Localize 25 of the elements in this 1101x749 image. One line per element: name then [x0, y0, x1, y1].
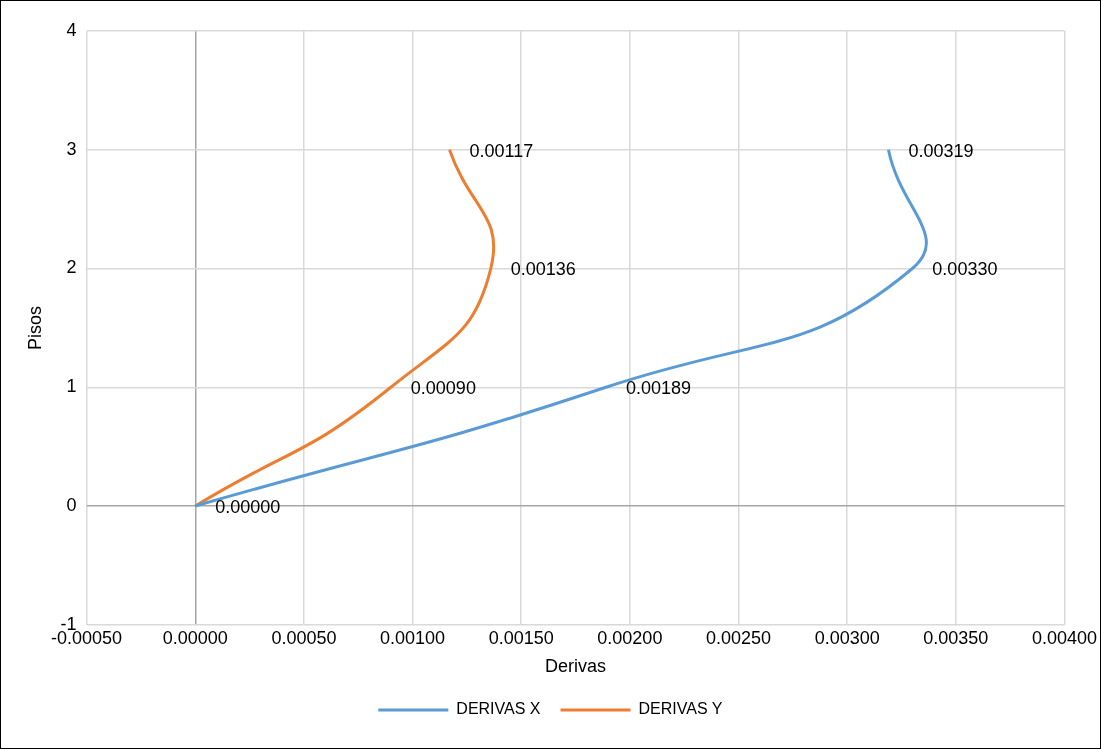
x-axis-title: Derivas — [545, 656, 607, 677]
x-tick-label: 0.00350 — [923, 627, 989, 648]
x-tick-label: 0.00400 — [1031, 627, 1098, 648]
annotation: 0.00136 — [510, 259, 576, 280]
x-tick-label: 0.00150 — [488, 627, 554, 648]
annotation: 0.00000 — [215, 497, 281, 518]
x-tick-label: 0.00000 — [162, 627, 228, 648]
legend-label: DERIVAS Y — [638, 700, 723, 718]
x-tick-label: 0.00100 — [380, 627, 446, 648]
x-tick-label: 0.00050 — [271, 627, 337, 648]
y-tick-label: 1 — [66, 376, 77, 397]
y-tick-label: 4 — [66, 19, 77, 40]
y-axis-title: Pisos — [24, 305, 45, 350]
y-tick-label: 3 — [66, 138, 77, 159]
x-tick-label: 0.00200 — [597, 627, 663, 648]
annotation: 0.00330 — [932, 259, 998, 280]
x-tick-label: 0.00300 — [814, 627, 880, 648]
y-tick-label: 0 — [66, 495, 77, 516]
y-tick-label: 2 — [66, 257, 77, 278]
annotation: 0.00090 — [410, 378, 476, 399]
x-tick-label: 0.00250 — [705, 627, 772, 648]
annotation: 0.00189 — [625, 378, 692, 399]
annotation: 0.00319 — [908, 140, 974, 161]
annotation: 0.00117 — [469, 140, 534, 161]
legend-label: DERIVAS X — [456, 700, 541, 718]
